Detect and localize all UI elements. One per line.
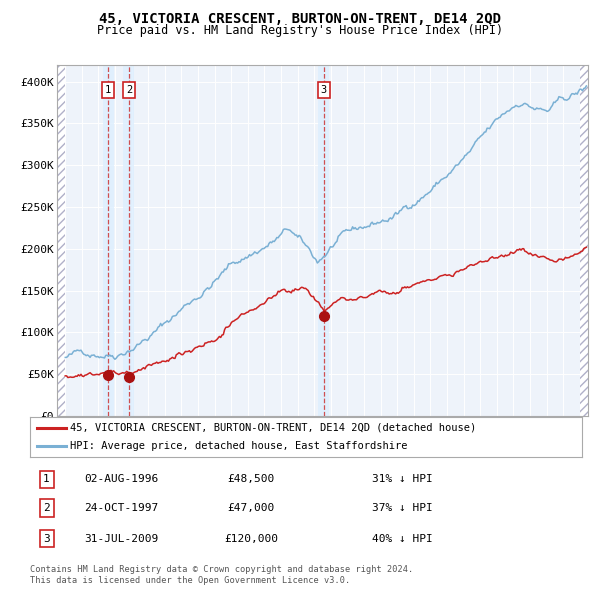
Text: 37% ↓ HPI: 37% ↓ HPI (372, 503, 433, 513)
Text: 1: 1 (105, 85, 111, 95)
Text: 45, VICTORIA CRESCENT, BURTON-ON-TRENT, DE14 2QD: 45, VICTORIA CRESCENT, BURTON-ON-TRENT, … (99, 12, 501, 26)
Text: 3: 3 (321, 85, 327, 95)
Text: 3: 3 (43, 533, 50, 543)
Text: 02-AUG-1996: 02-AUG-1996 (84, 474, 158, 484)
Text: 2: 2 (126, 85, 132, 95)
Bar (57, 65, 65, 416)
Bar (319, 65, 329, 416)
Text: HPI: Average price, detached house, East Staffordshire: HPI: Average price, detached house, East… (70, 441, 407, 451)
Bar (103, 65, 113, 416)
Bar (124, 65, 134, 416)
Text: Contains HM Land Registry data © Crown copyright and database right 2024.: Contains HM Land Registry data © Crown c… (30, 565, 413, 574)
Text: 31% ↓ HPI: 31% ↓ HPI (372, 474, 433, 484)
Text: This data is licensed under the Open Government Licence v3.0.: This data is licensed under the Open Gov… (30, 576, 350, 585)
Text: 45, VICTORIA CRESCENT, BURTON-ON-TRENT, DE14 2QD (detached house): 45, VICTORIA CRESCENT, BURTON-ON-TRENT, … (70, 423, 476, 433)
Text: £48,500: £48,500 (227, 474, 274, 484)
Text: 2: 2 (43, 503, 50, 513)
Text: 24-OCT-1997: 24-OCT-1997 (84, 503, 158, 513)
Text: 40% ↓ HPI: 40% ↓ HPI (372, 533, 433, 543)
Text: 31-JUL-2009: 31-JUL-2009 (84, 533, 158, 543)
Text: £120,000: £120,000 (224, 533, 278, 543)
Text: Price paid vs. HM Land Registry's House Price Index (HPI): Price paid vs. HM Land Registry's House … (97, 24, 503, 37)
Bar (580, 65, 588, 416)
Text: 1: 1 (43, 474, 50, 484)
Text: £47,000: £47,000 (227, 503, 274, 513)
